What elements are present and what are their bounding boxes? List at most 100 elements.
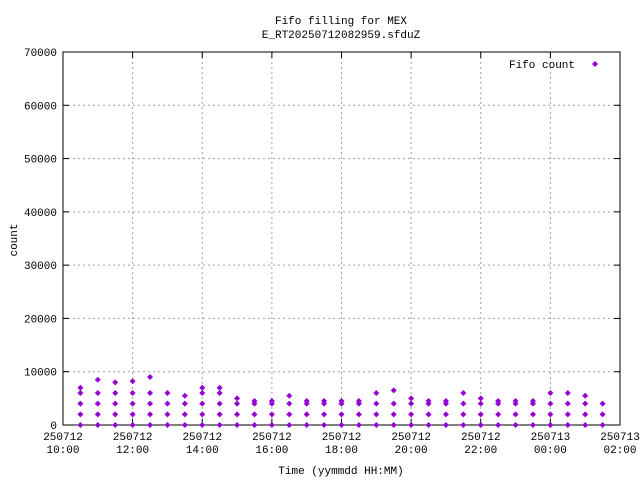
x-tick-label: 250712 10:00: [43, 432, 83, 457]
data-point: [94, 376, 101, 383]
data-point: [164, 411, 171, 418]
data-point: [495, 422, 502, 428]
data-point: [582, 400, 589, 407]
data-point: [181, 411, 188, 418]
data-point: [268, 411, 275, 418]
x-tick-label: 250712 12:00: [113, 432, 153, 457]
data-point: [355, 422, 362, 428]
data-point: [321, 422, 328, 428]
x-tick-label: 250712 18:00: [322, 432, 362, 457]
data-point: [199, 390, 206, 397]
data-point: [77, 384, 84, 391]
data-point: [390, 387, 397, 394]
data-point: [460, 411, 467, 418]
data-point: [390, 400, 397, 407]
data-point: [303, 422, 310, 428]
data-point: [77, 400, 84, 407]
x-tick-label: 250713 00:00: [531, 432, 571, 457]
data-point: [599, 400, 606, 407]
data-point: [529, 422, 536, 428]
data-point: [199, 400, 206, 407]
data-point: [216, 384, 223, 391]
y-tick-label: 70000: [24, 48, 57, 60]
data-point: [599, 411, 606, 418]
y-tick-label: 40000: [24, 208, 57, 220]
data-point: [303, 411, 310, 418]
data-point: [234, 395, 241, 402]
chart-title: Fifo filling for MEX: [275, 16, 407, 28]
data-point: [251, 411, 258, 418]
x-tick-label: 250712 16:00: [252, 432, 292, 457]
data-point: [321, 398, 328, 405]
data-point: [286, 392, 293, 399]
data-point: [582, 411, 589, 418]
data-point: [477, 395, 484, 402]
data-point: [425, 411, 432, 418]
data-point: [442, 398, 449, 405]
data-point: [234, 411, 241, 418]
data-point: [234, 400, 241, 407]
data-point: [373, 400, 380, 407]
y-axis-label: count: [9, 223, 21, 256]
data-point: [547, 390, 554, 397]
data-point: [112, 390, 119, 397]
data-point: [286, 400, 293, 407]
data-point: [529, 398, 536, 405]
data-point: [147, 374, 154, 381]
data-point: [199, 384, 206, 391]
data-point: [564, 411, 571, 418]
data-point: [129, 411, 136, 418]
data-point: [460, 400, 467, 407]
data-point: [582, 392, 589, 399]
data-point: [355, 411, 362, 418]
data-point: [112, 379, 119, 386]
data-point: [390, 422, 397, 428]
x-tick-label: 250712 22:00: [461, 432, 501, 457]
data-point: [477, 400, 484, 407]
data-point: [129, 390, 136, 397]
data-point: [94, 422, 101, 428]
data-point: [321, 411, 328, 418]
data-point: [129, 400, 136, 407]
data-point: [181, 400, 188, 407]
data-point: [564, 400, 571, 407]
data-point: [164, 422, 171, 428]
data-point: [164, 390, 171, 397]
data-point: [94, 400, 101, 407]
data-point: [564, 422, 571, 428]
data-point: [564, 390, 571, 397]
data-point: [408, 395, 415, 402]
data-point: [77, 422, 84, 428]
data-point: [77, 390, 84, 397]
data-point: [512, 422, 519, 428]
data-point: [199, 422, 206, 428]
data-point: [112, 411, 119, 418]
data-point: [355, 398, 362, 405]
data-point: [495, 411, 502, 418]
data-point: [373, 422, 380, 428]
data-point: [408, 411, 415, 418]
data-point: [199, 411, 206, 418]
data-point: [408, 400, 415, 407]
data-point: [112, 400, 119, 407]
data-point: [460, 390, 467, 397]
data-point: [425, 422, 432, 428]
y-tick-label: 0: [50, 421, 57, 433]
data-point: [181, 392, 188, 399]
data-point: [77, 411, 84, 418]
data-point: [425, 398, 432, 405]
x-axis-label: Time (yymmdd HH:MM): [278, 466, 403, 478]
chart-subtitle: E_RT20250712082959.sfduZ: [262, 30, 421, 42]
data-point: [286, 411, 293, 418]
data-point: [547, 422, 554, 428]
x-tick-label: 250712 14:00: [182, 432, 222, 457]
data-point: [94, 390, 101, 397]
data-point: [147, 400, 154, 407]
data-point: [512, 398, 519, 405]
data-point: [129, 422, 136, 428]
data-point: [268, 422, 275, 428]
data-point: [529, 411, 536, 418]
data-point: [303, 398, 310, 405]
